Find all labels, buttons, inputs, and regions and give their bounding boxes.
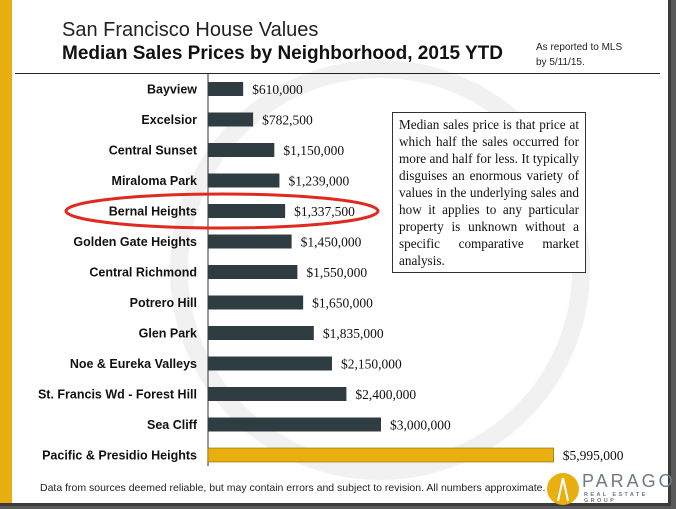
data-label: $1,650,000 <box>312 296 373 311</box>
highlight-circle <box>64 192 380 230</box>
bar <box>208 387 347 401</box>
category-label: Bernal Heights <box>109 205 197 219</box>
data-label: $1,239,000 <box>288 174 349 189</box>
category-label: Miraloma Park <box>112 174 198 188</box>
annotation-box: Median sales price is that price at whic… <box>392 112 586 273</box>
data-label: $1,835,000 <box>323 326 384 341</box>
category-label: Bayview <box>147 83 197 97</box>
bar <box>208 204 286 218</box>
category-label: Glen Park <box>139 327 197 341</box>
paragon-logo-icon <box>547 473 579 505</box>
data-label: $3,000,000 <box>390 418 451 433</box>
data-label: $1,150,000 <box>283 143 344 158</box>
data-label: $2,150,000 <box>341 357 402 372</box>
data-label: $1,450,000 <box>301 235 362 250</box>
divider <box>15 73 660 74</box>
category-label: Golden Gate Heights <box>73 235 197 249</box>
bar <box>208 356 332 371</box>
bar <box>207 447 555 463</box>
data-label: $1,550,000 <box>306 265 367 280</box>
chart-title: San Francisco House Values <box>62 19 319 41</box>
bar <box>208 326 314 340</box>
chart-subtitle: Median Sales Prices by Neighborhood, 201… <box>62 43 504 64</box>
bar <box>208 143 275 157</box>
bar <box>208 417 381 432</box>
accent-strip <box>0 0 12 503</box>
data-label: $2,400,000 <box>355 387 416 402</box>
bar <box>208 82 244 96</box>
report-note: As reported to MLS by 5/11/15. <box>536 42 623 68</box>
category-label: St. Francis Wd - Forest Hill <box>38 388 197 402</box>
logo-subtitle: REAL ESTATE GROUP <box>584 492 648 504</box>
bar <box>208 265 298 279</box>
logo-name: PARAGON <box>582 471 676 491</box>
category-label: Central Richmond <box>89 266 197 280</box>
category-label: Central Sunset <box>109 144 198 158</box>
category-label: Potrero Hill <box>130 296 197 310</box>
data-label: $1,337,500 <box>294 204 355 219</box>
category-label: Noe & Eureka Valleys <box>70 357 197 371</box>
data-label: $610,000 <box>252 82 303 97</box>
footer-disclaimer: Data from sources deemed reliable, but m… <box>40 482 546 494</box>
bar <box>208 173 280 188</box>
data-label: $5,995,000 <box>563 448 624 463</box>
bar <box>208 295 304 310</box>
bar <box>208 112 254 127</box>
category-label: Pacific & Presidio Heights <box>42 449 197 463</box>
data-label: $782,500 <box>262 113 313 128</box>
category-label: Sea Cliff <box>147 418 198 432</box>
bar <box>208 234 292 249</box>
category-label: Excelsior <box>141 113 197 127</box>
